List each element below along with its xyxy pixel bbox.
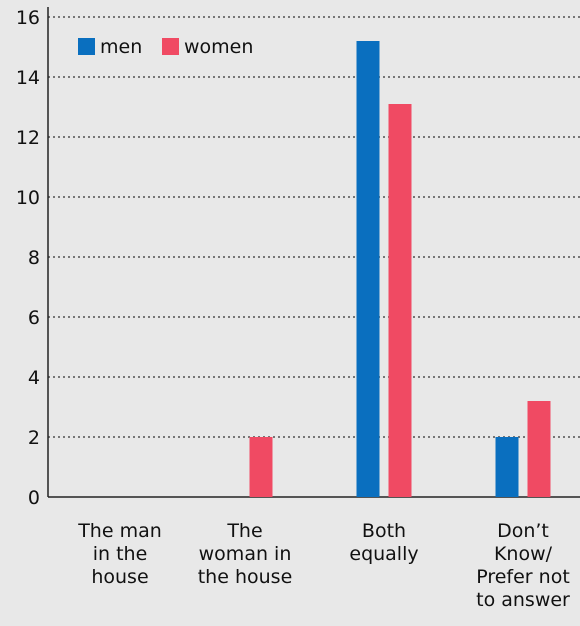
category-label-line: Both bbox=[362, 520, 406, 542]
category-label-line: The bbox=[226, 520, 262, 542]
bars bbox=[249, 41, 551, 497]
bar-women-3 bbox=[527, 401, 551, 497]
legend-swatch-women bbox=[162, 38, 179, 55]
gridlines bbox=[48, 16, 580, 438]
legend: men women bbox=[78, 36, 253, 58]
y-tick-label: 14 bbox=[16, 67, 40, 89]
bar-men-3 bbox=[495, 437, 519, 497]
legend-label-men: men bbox=[100, 36, 142, 58]
category-labels: The man in the house The woman in the house Bo… bbox=[77, 520, 570, 611]
y-tick-label: 2 bbox=[28, 427, 40, 449]
bar-women-2 bbox=[388, 104, 412, 497]
y-tick-label: 16 bbox=[16, 7, 40, 29]
category-label: Both equally bbox=[349, 520, 418, 565]
category-label-line: in the bbox=[93, 543, 148, 565]
legend-label-women: women bbox=[184, 36, 253, 58]
axes: 0 2 4 6 8 10 12 14 16 bbox=[16, 7, 580, 509]
category-label-line: The man bbox=[77, 520, 162, 542]
category-label: The man in the house bbox=[77, 520, 162, 588]
category-label-line: Don’t bbox=[497, 520, 549, 542]
bar-men-2 bbox=[356, 41, 380, 497]
category-label-line: Know/ bbox=[494, 543, 553, 565]
category-label-line: the house bbox=[198, 566, 293, 588]
category-label: The woman in the house bbox=[198, 520, 293, 588]
y-tick-label: 10 bbox=[16, 187, 40, 209]
y-tick-label: 0 bbox=[28, 487, 40, 509]
category-label-line: woman in bbox=[199, 543, 292, 565]
category-label-line: house bbox=[91, 566, 148, 588]
y-tick-label: 12 bbox=[16, 127, 40, 149]
legend-swatch-men bbox=[78, 38, 95, 55]
y-tick-label: 6 bbox=[28, 307, 40, 329]
category-label: Don’t Know/Prefer not to answer bbox=[476, 520, 570, 611]
y-tick-label: 4 bbox=[28, 367, 40, 389]
category-label-line: equally bbox=[349, 543, 418, 565]
category-label-line: Prefer not bbox=[476, 566, 570, 588]
bar-women-1 bbox=[249, 437, 273, 497]
category-label-line: to answer bbox=[476, 589, 570, 611]
y-tick-label: 8 bbox=[28, 247, 40, 269]
